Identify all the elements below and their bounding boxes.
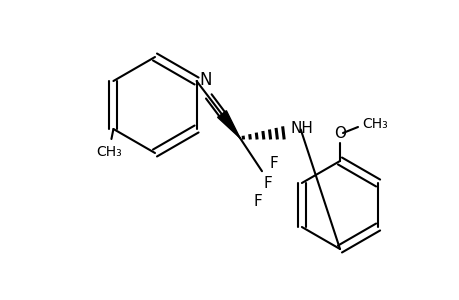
Text: F: F xyxy=(263,176,272,191)
Polygon shape xyxy=(217,111,240,138)
Text: F: F xyxy=(253,194,262,209)
Text: CH₃: CH₃ xyxy=(96,145,122,159)
Text: NH: NH xyxy=(290,121,313,136)
Text: O: O xyxy=(333,126,345,141)
Text: CH₃: CH₃ xyxy=(361,117,387,131)
Text: N: N xyxy=(199,70,211,88)
Text: F: F xyxy=(269,156,278,171)
